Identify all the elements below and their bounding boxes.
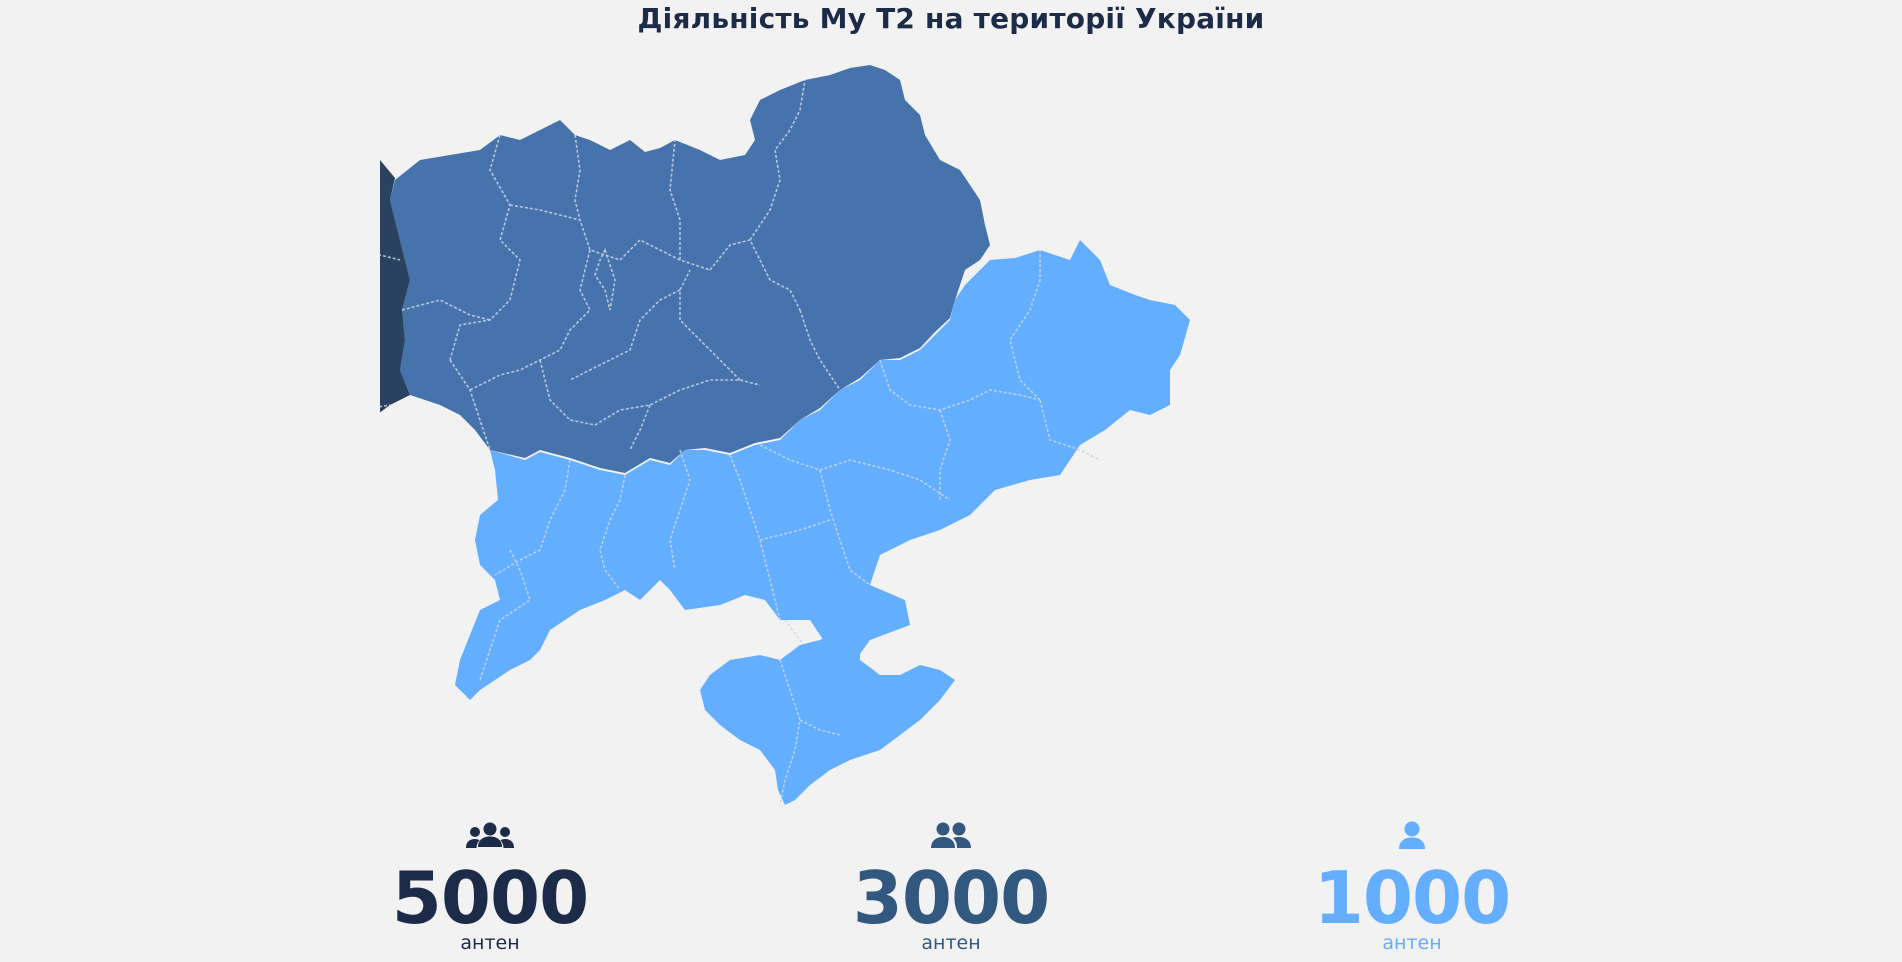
single-user-icon	[1399, 821, 1425, 849]
region-borders	[380, 79, 1101, 721]
page-title: Діяльність My T2 на території України	[637, 2, 1265, 35]
zone-crimea[interactable]	[700, 620, 955, 805]
stat-low: 1000 антен	[1282, 820, 1542, 954]
ukraine-map	[380, 65, 1190, 806]
stat-unit: антен	[1382, 932, 1442, 954]
stat-value: 1000	[1313, 856, 1511, 940]
group-of-two-icon	[931, 822, 971, 848]
stat-value: 3000	[852, 856, 1050, 940]
zone-west[interactable]	[380, 110, 410, 485]
stat-unit: антен	[921, 932, 981, 954]
stat-unit: антен	[460, 932, 520, 954]
zone-center-north[interactable]	[390, 65, 990, 473]
stat-mid: 3000 антен	[821, 820, 1081, 954]
group-of-three-icon	[466, 822, 514, 848]
stat-high: 5000 антен	[360, 820, 620, 954]
stat-value: 5000	[391, 856, 589, 940]
